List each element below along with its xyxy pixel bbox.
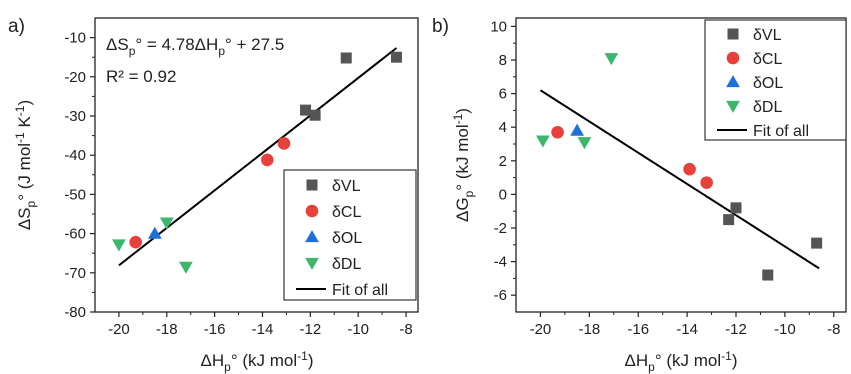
legend-entry: δVL [753,27,782,44]
data-point [683,162,696,176]
x-axis-label: ΔHp° (kJ mol-1) [201,349,314,374]
data-point [159,217,174,230]
data-point [551,125,564,139]
x-tick-label: -8 [399,321,412,338]
y-tick-label: -10 [64,30,86,47]
y-tick-label: 0 [499,186,507,203]
x-tick-label: -18 [156,321,178,338]
y-tick-label: 4 [499,119,507,136]
data-point [129,235,142,249]
data-point [700,176,713,189]
panel-b: -20 -18 -16 -14 -12 -10 -8-6-4-20246810b)ΔHp° … [432,16,847,374]
legend-entry: δVL [332,178,361,195]
x-tick-label: -20 [530,321,552,338]
y-tick-label: 10 [490,18,507,35]
annotation: ΔSp° = 4.78ΔHp° + 27.5 [106,35,284,58]
data-point [570,123,584,136]
y-tick-label: 2 [499,153,507,170]
y-axis-label: ΔSp° (J mol-1 K-1) [13,100,38,230]
data-point [112,239,126,252]
legend-entry: Fit of all [753,123,809,140]
legend: δVL δCL δOL δDL Fit of all [283,169,417,301]
x-tick-label: -12 [299,321,321,338]
y-tick-label: -50 [64,186,86,203]
legend-entry: δOL [332,230,362,247]
legend-marker [305,257,319,270]
y-tick-label: -60 [64,226,86,243]
legend-entry: δOL [753,75,783,92]
plot-frame [515,17,847,313]
y-tick-label: -6 [494,287,507,304]
data-point [811,237,823,249]
data-point [762,269,774,281]
legend-entry: Fit of all [332,282,388,299]
data-point [536,135,550,148]
x-tick-label: -10 [774,321,796,338]
data-point [147,226,162,239]
y-tick-label: -4 [494,254,507,271]
annotation: R² = 0.92 [106,67,176,86]
y-tick-label: -70 [64,265,86,282]
panel-label: a) [8,16,25,37]
legend-marker [726,75,740,88]
legend-marker [305,204,319,218]
x-tick-label: -12 [725,321,747,338]
x-tick-label: -14 [252,321,274,338]
x-tick-label: -16 [204,321,226,338]
data-point [390,51,402,63]
data-point [340,52,352,64]
x-tick-label: -14 [676,321,698,338]
plot-frame [94,17,419,313]
y-tick-label: -2 [494,220,507,237]
data-point [300,104,312,116]
data-point [277,137,291,150]
fit-line [118,47,398,267]
x-tick-label: -10 [347,321,369,338]
y-axis-label: ΔGp° (kJ mol-1) [451,108,476,222]
data-point [179,261,193,274]
legend-marker [305,230,319,243]
legend-entry: δCL [753,51,782,68]
y-tick-label: 6 [499,86,507,103]
legend-marker [726,51,740,65]
y-tick-label: -80 [64,304,86,321]
legend-marker [726,100,740,113]
y-tick-label: 8 [499,52,507,69]
data-point [723,214,735,226]
data-point [577,137,592,150]
data-point [309,109,321,121]
y-tick-label: -40 [64,147,86,164]
x-tick-label: -18 [578,321,600,338]
legend-marker [727,28,739,40]
fit-line [539,89,820,270]
legend-entry: δDL [332,256,361,273]
legend-marker [306,179,318,191]
data-point [604,53,619,66]
y-tick-label: -30 [64,108,86,125]
legend-entry: δDL [753,99,782,116]
data-point [260,153,274,167]
x-tick-label: -16 [627,321,649,338]
y-tick-label: -20 [64,69,86,86]
legend-box [283,169,417,301]
panel-label: b) [432,16,449,37]
x-axis-label: ΔHp° (kJ mol-1) [625,349,738,374]
legend-entry: δCL [332,204,361,221]
legend-box [704,19,847,141]
x-tick-label: -20 [108,321,130,338]
legend: δVL δCL δOL δDL Fit of all [704,19,847,141]
panel-a: -20 -18 -16 -14 -12 -10 -8 -80 -70 -60 -50 -40 -30 -2… [8,16,419,374]
data-point [730,202,742,214]
x-tick-label: -8 [827,321,840,338]
